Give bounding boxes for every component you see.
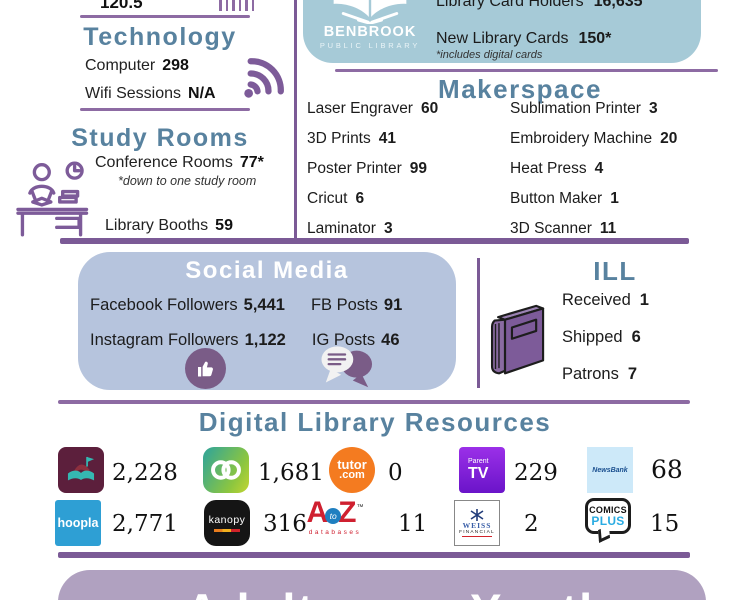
hoopla-icon: hoopla xyxy=(55,500,101,546)
stat-ig-followers: Instagram Followers 1,122 xyxy=(90,331,286,349)
wifi-icon xyxy=(244,58,284,98)
social-row-facebook: Facebook Followers 5,441 FB Posts 91 xyxy=(90,296,402,315)
makerspace-title: Makerspace xyxy=(438,74,602,104)
youth-section-title: Youth xyxy=(400,583,680,600)
stat-libby: 2,228 xyxy=(112,460,178,486)
makerspace-item: Embroidery Machine 20 xyxy=(510,130,678,147)
tutor-com-icon: tutor .com xyxy=(329,447,375,493)
stat-newsbank: 68 xyxy=(651,455,683,484)
makerspace-item: Heat Press 4 xyxy=(510,160,604,177)
weiss-red-rule xyxy=(462,535,492,538)
adult-youth-panel: Adult Youth xyxy=(58,570,706,600)
libby-icon xyxy=(58,447,104,493)
divider-thick xyxy=(60,238,689,244)
technology-title: Technology xyxy=(83,23,237,51)
divider-thick xyxy=(58,552,690,558)
stat-wifi: Wifi Sessions N/A xyxy=(85,85,216,103)
ill-book-icon xyxy=(490,304,545,375)
cloudlibrary-icon xyxy=(203,447,249,493)
divider xyxy=(335,69,718,72)
stat-label: Library Booths xyxy=(105,217,209,234)
conference-note: *down to one study room xyxy=(118,174,257,188)
adult-section-title: Adult xyxy=(110,583,390,600)
ill-title: ILL xyxy=(593,256,637,286)
makerspace-item: Button Maker 1 xyxy=(510,190,619,207)
stat-library-booths: Library Booths 59 xyxy=(105,217,233,235)
divider xyxy=(58,400,690,404)
stat-ill-shipped: Shipped 6 xyxy=(562,328,641,346)
makerspace-right-column: Sublimation Printer 3 Embroidery Machine 2… xyxy=(510,100,677,238)
study-desk-icon xyxy=(16,161,89,237)
stat-value: 298 xyxy=(162,57,189,74)
stat-comics-plus: 15 xyxy=(650,511,680,537)
stat-tutor-com: 0 xyxy=(388,460,403,486)
stat-atoz: 11 xyxy=(398,511,428,537)
atoz-databases-icon: A to Z ™ databases xyxy=(296,498,374,537)
stat-value: 59 xyxy=(215,217,233,234)
stat-ill-patrons: Patrons 7 xyxy=(562,365,638,383)
makerspace-left-column: Laser Engraver 60 3D Prints 41 Poster Prin… xyxy=(307,100,438,238)
divider-vertical xyxy=(477,258,480,388)
study-rooms-title: Study Rooms xyxy=(71,124,249,152)
social-media-panel xyxy=(78,252,456,390)
benbrook-logo-book-icon xyxy=(333,0,407,24)
stat-ig-posts: IG Posts 46 xyxy=(311,331,400,349)
social-row-instagram: Instagram Followers 1,122 IG Posts 46 xyxy=(90,331,400,350)
parent-tv-icon: Parent TV xyxy=(459,447,505,493)
stat-fb-posts: FB Posts 91 xyxy=(310,296,403,314)
benbrook-logo-name: BENBROOK xyxy=(323,24,417,40)
stat-label: Library Card Holders xyxy=(436,0,584,10)
atoz-sub-label: databases xyxy=(308,529,362,536)
digital-resources-title: Digital Library Resources xyxy=(198,407,552,437)
divider xyxy=(80,108,250,111)
stat-label: Conference Rooms xyxy=(95,154,233,171)
stat-value: 77* xyxy=(239,154,264,171)
kanopy-stripes xyxy=(214,529,240,532)
new-cards-note: *includes digital cards xyxy=(436,49,543,61)
makerspace-item: Laser Engraver 60 xyxy=(307,100,439,117)
cropped-stat-value: 120.5 xyxy=(100,0,143,12)
chat-bubbles-icon xyxy=(321,346,373,388)
divider-vertical xyxy=(294,0,297,240)
thumbs-up-icon xyxy=(185,348,226,389)
stat-value: 16,635 xyxy=(593,0,643,10)
stat-label: Computer xyxy=(85,57,156,74)
divider xyxy=(80,15,250,18)
benbrook-logo-tagline: PUBLIC LIBRARY xyxy=(319,41,421,50)
makerspace-item: Sublimation Printer 3 xyxy=(510,100,658,117)
stat-hoopla: 2,771 xyxy=(112,511,178,537)
stat-label: Wifi Sessions xyxy=(85,85,182,102)
stat-label: New Library Cards xyxy=(436,30,569,47)
makerspace-item: Poster Printer 99 xyxy=(307,160,428,177)
makerspace-item: Cricut 6 xyxy=(307,190,365,207)
stat-conference-rooms: Conference Rooms 77* xyxy=(95,154,264,172)
stat-card-holders: Library Card Holders 16,635 xyxy=(436,0,643,11)
stat-parent-tv: 229 xyxy=(514,460,558,486)
stat-kanopy: 316 xyxy=(263,511,307,537)
stat-cloudlibrary: 1,681 xyxy=(258,460,324,486)
social-media-title: Social Media xyxy=(185,257,349,284)
stat-new-cards: New Library Cards 150* xyxy=(436,30,611,48)
stat-value: N/A xyxy=(188,85,216,102)
stat-weiss: 2 xyxy=(524,511,539,537)
makerspace-item: 3D Scanner 11 xyxy=(510,220,617,237)
makerspace-item: 3D Prints 41 xyxy=(307,130,396,147)
tick-marks-icon xyxy=(219,0,254,11)
weiss-financial-icon: WEISS FINANCIAL xyxy=(454,500,500,546)
comics-plus-icon: COMICS PLUS xyxy=(585,498,631,534)
stat-value: 150* xyxy=(578,30,612,47)
stat-fb-followers: Facebook Followers 5,441 xyxy=(90,296,285,314)
stat-ill-received: Received 1 xyxy=(562,291,649,309)
stat-computer: Computer 298 xyxy=(85,57,189,75)
newsbank-icon: NewsBank xyxy=(587,447,633,493)
makerspace-item: Laminator 3 xyxy=(307,220,393,237)
kanopy-icon: kanopy xyxy=(204,500,250,546)
